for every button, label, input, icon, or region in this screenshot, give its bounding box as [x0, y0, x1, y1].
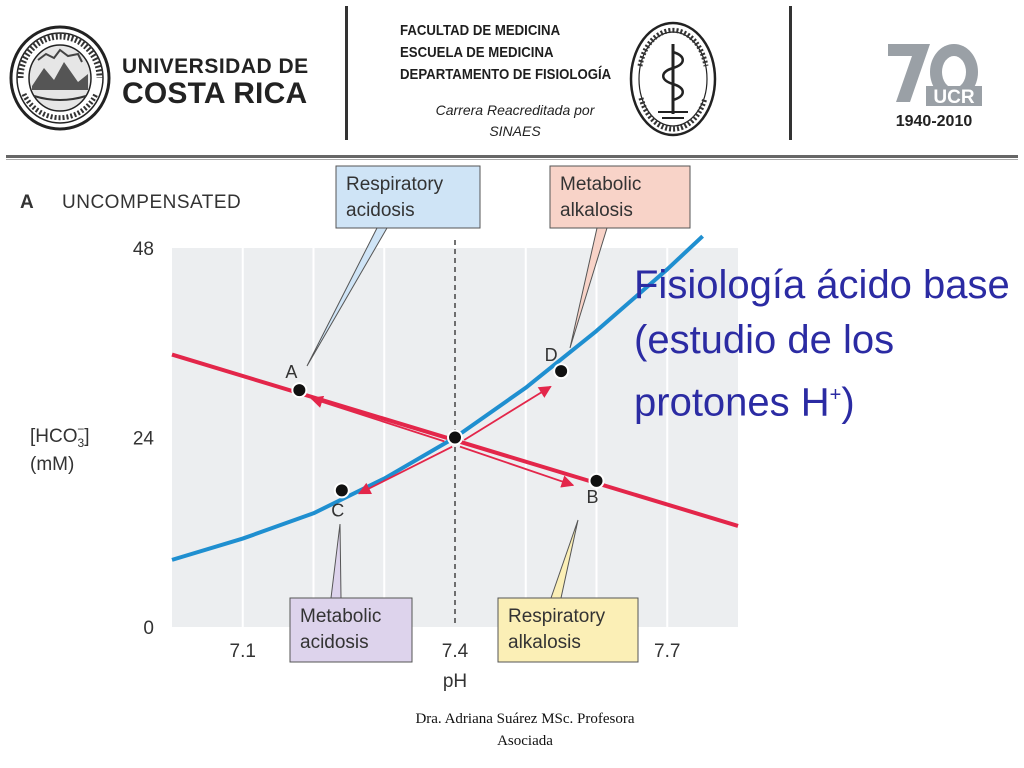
- slide-title-close: ): [841, 380, 855, 425]
- data-point-label: D: [545, 345, 558, 365]
- chart-text: 7.1 7.4 7.7 0 24 48 pH [HCO3−] (mM) A UNCOMPENSATE…: [20, 192, 680, 692]
- anniversary-years: 1940-2010: [896, 113, 973, 130]
- header-divider-left: [345, 6, 348, 140]
- accreditation-note: Carrera Reacreditada por SINAES: [412, 100, 618, 142]
- shift-arrow: [310, 395, 445, 443]
- x-tick-label: 7.1: [230, 641, 256, 662]
- callout-box: [335, 165, 481, 229]
- faculty-line: FACULTAD DE MEDICINA: [400, 22, 561, 39]
- data-point-label: B: [586, 487, 598, 507]
- callout-box: [549, 165, 691, 229]
- callout-respiratory-acidosis: Respiratory acidosis: [306, 165, 481, 367]
- callouts: RespiratoryacidosisMetabolicalkalosisMet…: [289, 165, 691, 663]
- data-point-d: [553, 363, 570, 380]
- slide-title: Fisiología ácido base (estudio de los pr…: [634, 258, 1024, 430]
- data-point-b: [588, 472, 605, 489]
- callout-metabolic-acidosis: Metabolic acidosis: [289, 523, 413, 663]
- header-rule-thin: [6, 159, 1018, 160]
- callout-box: [497, 597, 639, 663]
- data-points: A B C D: [285, 345, 605, 520]
- callout-box: [289, 597, 413, 663]
- x-axis-label: pH: [443, 671, 467, 692]
- shift-arrow: [357, 445, 453, 495]
- department-line: DEPARTAMENTO DE FISIOLOGÍA: [400, 66, 612, 83]
- y-tick-label: 24: [133, 429, 155, 450]
- university-name-line2: COSTA RICA: [122, 77, 308, 110]
- acid-base-chart: A B C D Respiratory acidosis Metabolic alkalos…: [20, 165, 739, 692]
- x-tick-label: 7.7: [654, 641, 680, 662]
- y-tick-label: 0: [143, 618, 154, 639]
- medicine-school-seal-logo: [629, 21, 717, 137]
- faculty-block: FACULTAD DE MEDICINA ESCUELA DE MEDICINA…: [400, 20, 611, 86]
- footer-author: Dra. Adriana Suárez MSc. Profesora: [415, 711, 635, 727]
- university-name: UNIVERSIDAD DE COSTA RICA: [122, 56, 309, 109]
- accreditation-line2: SINAES: [489, 123, 541, 139]
- header-rule: [6, 155, 1018, 158]
- shift-arrow: [463, 385, 552, 441]
- shift-arrows: [310, 385, 575, 495]
- callout-label-line1: Respiratory: [508, 606, 606, 627]
- x-tick-label: 7.4: [442, 641, 469, 662]
- y-axis-label-unit: (mM): [30, 454, 74, 475]
- svg-text:UCR: UCR: [933, 87, 974, 108]
- data-point-a: [291, 382, 308, 399]
- school-line: ESCUELA DE MEDICINA: [400, 44, 554, 61]
- callout-label-line1: Metabolic: [300, 606, 381, 627]
- slide-footer: Dra. Adriana Suárez MSc. Profesora Asoci…: [340, 708, 710, 752]
- chart-title: UNCOMPENSATED: [62, 192, 241, 213]
- callout-label-line2: alkalosis: [560, 200, 633, 221]
- callout-label-line1: Metabolic: [560, 174, 641, 195]
- callout-label-line2: acidosis: [346, 200, 415, 221]
- callout-label-line1: Respiratory: [346, 174, 444, 195]
- ucr-70-anniversary-logo: UCR 1940-2010: [888, 44, 982, 130]
- data-point-label: A: [285, 362, 297, 382]
- callout-label-line2: alkalosis: [508, 632, 581, 653]
- slide-title-superscript: +: [829, 384, 842, 406]
- callout-respiratory-alkalosis: Respiratory alkalosis: [497, 519, 639, 663]
- accreditation-line1: Carrera Reacreditada por: [435, 102, 595, 118]
- slide-header: UNIVERSIDAD DE COSTA RICA FACULTAD DE ME…: [0, 0, 1024, 160]
- footer-author-title: Asociada: [497, 733, 553, 749]
- data-point-c: [333, 482, 350, 499]
- data-point-n: [447, 429, 463, 446]
- university-name-line1: UNIVERSIDAD DE: [122, 55, 309, 78]
- shift-arrow: [459, 445, 575, 488]
- ucr-seal-logo: [9, 25, 111, 131]
- callout-label-line2: acidosis: [300, 632, 369, 653]
- data-point-label: C: [331, 500, 344, 520]
- callout-metabolic-alkalosis: Metabolic alkalosis: [549, 165, 691, 349]
- y-tick-label: 48: [133, 239, 154, 260]
- grid: [241, 240, 669, 627]
- slide-title-text: Fisiología ácido base (estudio de los pr…: [634, 263, 1010, 425]
- chart-panel-label: A: [20, 192, 34, 213]
- header-divider-right: [789, 6, 792, 140]
- y-axis-label: [HCO3−]: [30, 422, 89, 450]
